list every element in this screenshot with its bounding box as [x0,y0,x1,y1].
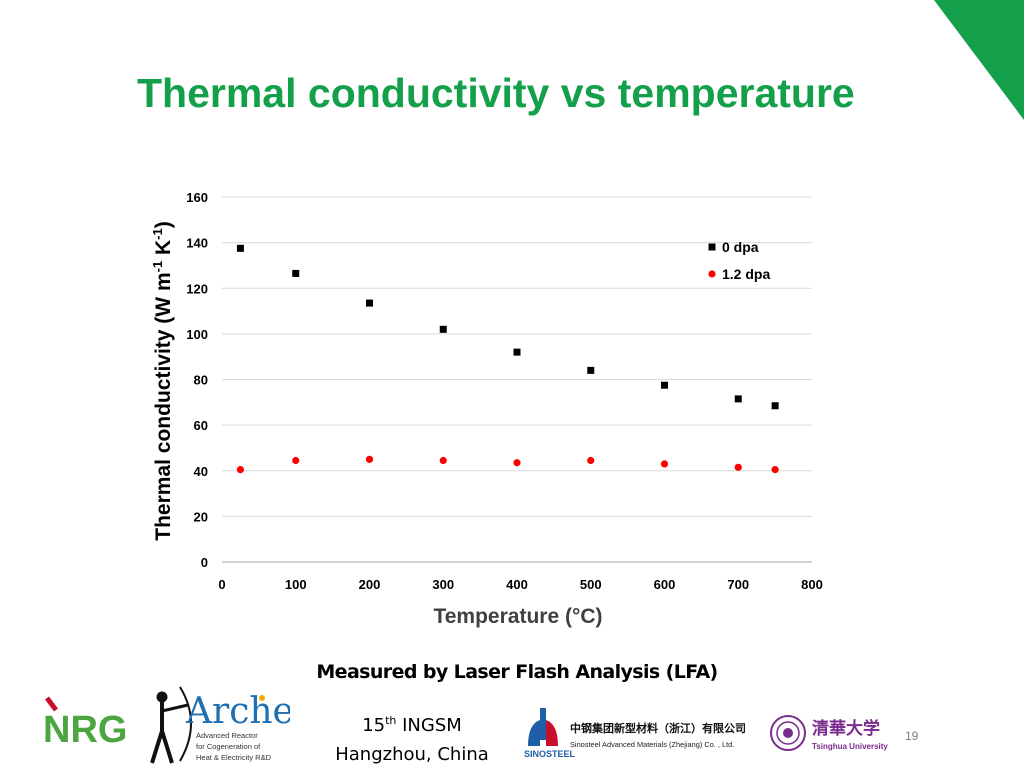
conference-line1: 15th INGSM [312,706,512,740]
data-point-square [771,402,779,410]
y-axis-label: Thermal conductivity (W m-1 K-1) [150,221,175,541]
conference-info: 15th INGSM Hangzhou, China [312,706,512,769]
legend-marker-circle [708,270,716,278]
y-tick-label: 40 [194,464,208,479]
archer-logo-line3: Heat & Electricity R&D [196,753,272,762]
data-point-square [236,244,244,252]
data-point-circle [236,466,245,474]
conference-name: INGSM [402,715,462,736]
tsinghua-logo: 清華大学 Tsinghua University [770,715,888,751]
y-tick-label: 120 [186,281,208,296]
y-tick-label: 80 [194,373,208,388]
x-tick-label: 800 [801,577,823,592]
data-point-square [587,366,595,374]
x-tick-label: 100 [285,577,307,592]
nrg-logo-text: NRG [43,709,127,750]
y-tick-label: 20 [194,509,208,524]
data-point-circle [365,455,374,463]
x-tick-label: 700 [727,577,749,592]
sinosteel-mark-icon [528,708,558,746]
conference-suffix: th [385,714,397,727]
data-point-circle [439,456,447,465]
data-point-square [366,299,373,307]
x-axis-label: Temperature (°C) [433,605,602,628]
x-tick-labels: 0 100 200 300 400 500 600 700 800 [218,577,822,592]
series-2 [236,455,779,474]
slide-number: 19 [905,729,919,743]
legend-label: 1.2 dpa [722,266,770,282]
sinosteel-name-en: Sinosteel Advanced Materials (Zhejiang) … [570,740,734,749]
x-tick-label: 300 [432,577,454,592]
archer-figure-icon [150,686,192,764]
measurement-caption: Measured by Laser Flash Analysis (LFA) [316,661,718,683]
data-point-circle [734,463,742,471]
archer-logo-line1: Advanced Reactor [196,731,258,740]
data-point-circle [587,456,595,465]
corner-accent [934,0,1024,120]
y-tick-label: 140 [186,236,208,251]
archer-logo-name: Archer [185,691,290,732]
data-point-square [292,269,300,277]
archer-logo: Archer Advanced Reactor for Cogeneration… [140,683,290,767]
thermal-conductivity-chart: 0 100 200 300 400 500 600 700 800 0 20 40 60 80 100 12… [150,190,823,628]
data-point-circle [292,456,300,465]
series-1 [236,244,779,410]
data-point-circle [660,460,669,468]
nrg-logo: NRG [43,696,127,750]
grid-lines [222,196,812,517]
data-point-square [439,325,447,333]
data-point-square [513,348,521,356]
y-tick-label: 60 [194,418,208,433]
data-point-square [734,395,742,403]
x-tick-label: 200 [359,577,381,592]
conference-location: Hangzhou, China [335,744,489,765]
archer-logo-line2: for Cogeneration of [196,742,261,751]
y-tick-labels: 0 20 40 60 80 100 120 140 160 [186,190,208,570]
y-axis-label-main: Thermal conductivity (W m [152,272,175,540]
conference-number: 15 [362,715,386,736]
sinosteel-mark-text: SINOSTEEL [524,749,576,759]
y-axis-label-sup1: -1 [150,261,165,273]
x-tick-label: 600 [654,577,676,592]
y-axis-label-end: ) [152,221,175,228]
data-point-square [661,381,668,389]
x-tick-label: 400 [506,577,528,592]
sinosteel-name-cn: 中钢集团新型材料（浙江）有限公司 [570,721,746,735]
y-tick-label: 100 [186,327,208,342]
x-tick-label: 0 [218,577,225,592]
data-points [236,244,779,474]
tsinghua-seal-icon [770,715,806,751]
data-point-circle [513,459,521,467]
legend-label: 0 dpa [722,239,759,255]
x-tick-label: 500 [580,577,602,592]
y-tick-label: 0 [201,555,208,570]
tsinghua-name-cn: 清華大学 [812,718,880,739]
tsinghua-name-en: Tsinghua University [812,742,888,751]
y-axis-label-mid: K [152,240,175,261]
y-axis-label-sup2: -1 [150,228,165,240]
slide-title: Thermal conductivity vs temperature [137,70,855,116]
sinosteel-logo: SINOSTEEL 中钢集团新型材料（浙江）有限公司 Sinosteel Adv… [524,708,746,759]
legend-marker-square [708,243,716,251]
y-tick-label: 160 [186,190,208,205]
legend: 0 dpa 1.2 dpa [708,239,770,282]
data-point-circle [771,466,779,474]
